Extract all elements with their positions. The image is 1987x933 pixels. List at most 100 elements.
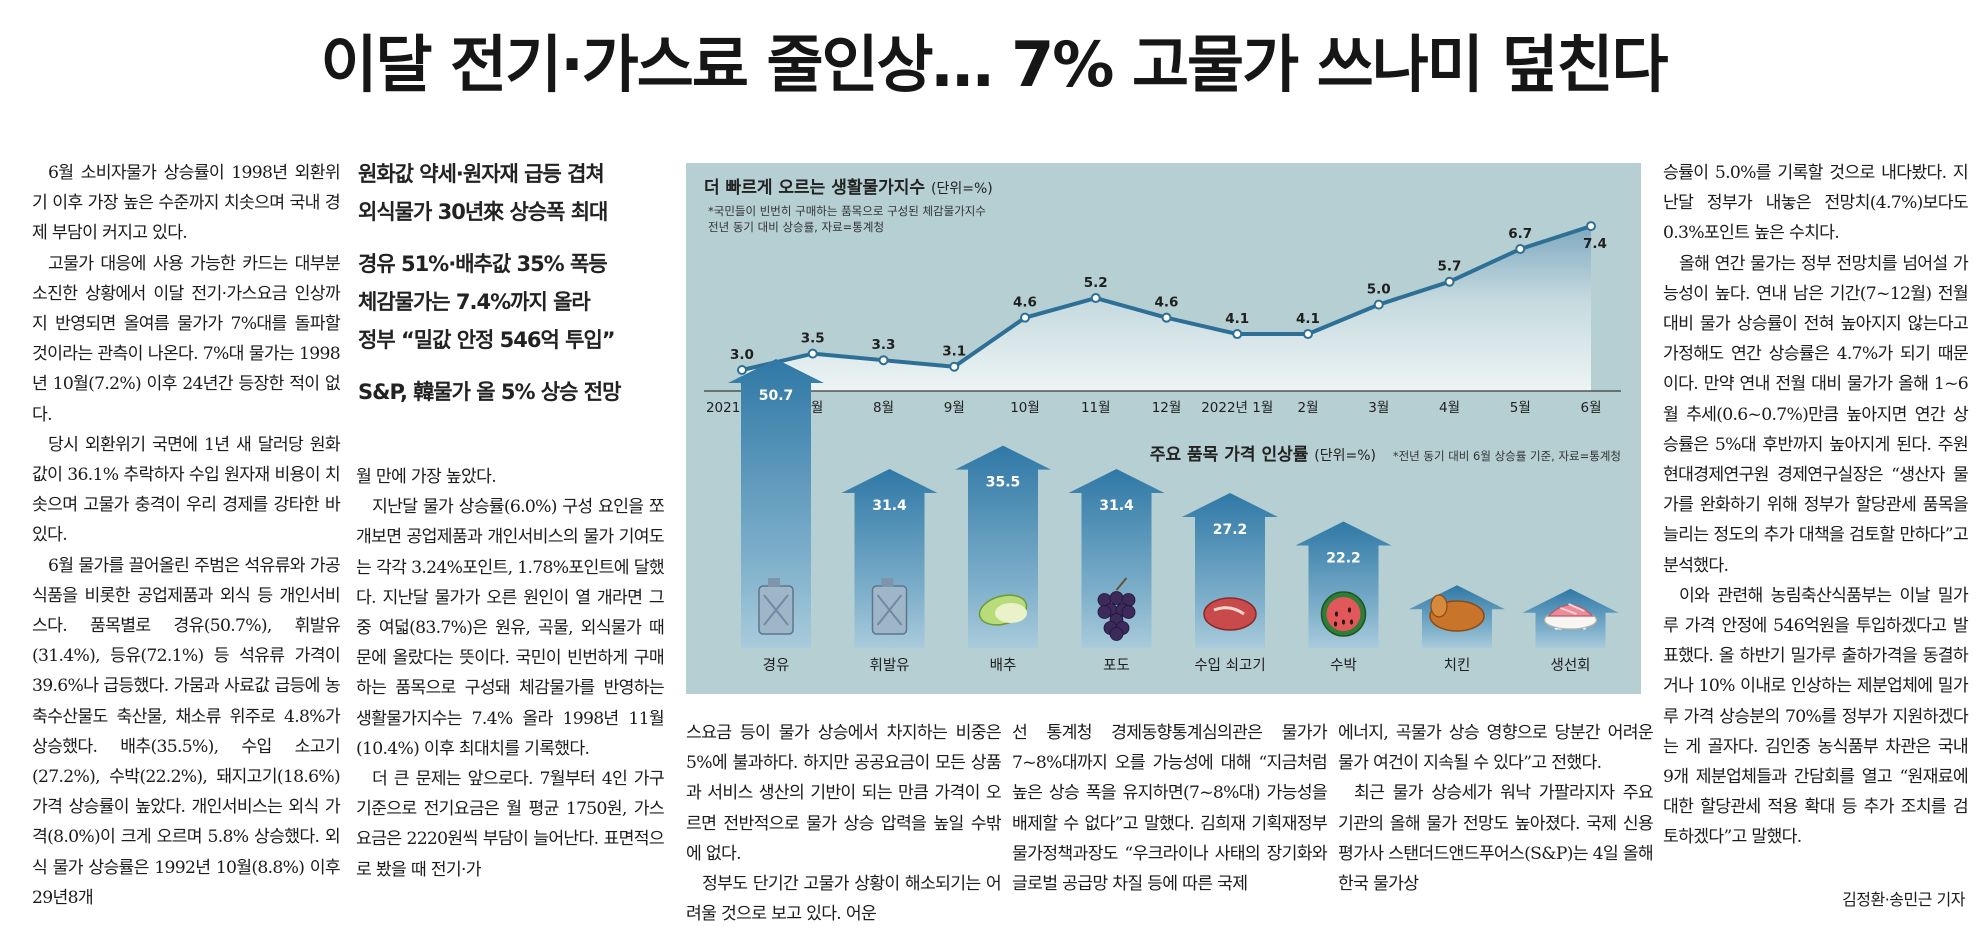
paragraph: 에너지, 곡물가 상승 영향으로 당분간 어려운 물가 여건이 지속될 수 있다… (1338, 723, 1654, 774)
data-label: 7.4 (1583, 236, 1607, 252)
category-label: 수박 (1330, 657, 1357, 674)
subhead: 경유 51%·배추값 35% 폭등 (358, 252, 608, 276)
x-tick-label: 6월 (1580, 400, 1601, 416)
data-point (807, 348, 818, 359)
chart-note: *전년 동기 대비 6월 상승률 기준, 자료=통계청 (1393, 449, 1621, 463)
x-tick-label: 3월 (1368, 400, 1389, 416)
living-price-chart: 더 빠르게 오르는 생활물가지수 (단위=%) *국민들이 빈번히 구매하는 품… (704, 177, 1621, 416)
article-column-6: 승률이 5.0%를 기록할 것으로 내다봤다. 지난달 정부가 내놓은 전망치(… (1663, 158, 1969, 853)
paragraph: 승률이 5.0%를 기록할 것으로 내다봤다. 지난달 정부가 내놓은 전망치(… (1663, 163, 1969, 244)
data-point (878, 355, 889, 366)
beef-icon (1203, 597, 1257, 631)
paragraph: 지난달 물가 상승률(6.0%) 구성 요인을 쪼개보면 공업제품과 개인서비스… (356, 497, 665, 759)
category-label: 생선회 (1550, 657, 1590, 674)
chart-unit: (단위=%) (931, 181, 993, 197)
article-column-4: 선 통계청 경제동향통계심의관은 물가가 7~8%대까지 오를 가능성에 대해 … (1012, 718, 1328, 899)
infographic: 더 빠르게 오르는 생활물가지수 (단위=%) *국민들이 빈번히 구매하는 품… (686, 163, 1641, 694)
data-label: 5.0 (1367, 282, 1391, 298)
data-label: 35.5 (986, 475, 1021, 491)
byline: 김정환·송민근 기자 (1842, 890, 1965, 909)
data-label: 4.1 (1296, 311, 1320, 327)
x-tick-label: 12월 (1152, 400, 1182, 416)
price-arrow (955, 445, 1051, 648)
data-point (1444, 276, 1455, 287)
x-tick-label: 2022년 1월 (1201, 400, 1273, 416)
x-tick-label: 5월 (1510, 400, 1531, 416)
paragraph: 6월 물가를 끌어올린 주범은 석유류와 가공식품을 비롯한 공업제품과 외식 … (32, 555, 341, 908)
paragraph: 스요금 등이 물가 상승에서 차지하는 비중은 5%에 불과하다. 하지만 공공… (686, 723, 1002, 864)
chart-title: 더 빠르게 오르는 생활물가지수 (단위=%) (704, 177, 993, 198)
data-label: 3.0 (730, 347, 754, 363)
data-label: 31.4 (872, 498, 907, 514)
category-label: 휘발유 (869, 657, 909, 674)
watermelon-icon (1320, 591, 1367, 637)
x-tick-label: 10월 (1010, 400, 1040, 416)
data-label: 3.5 (801, 331, 825, 347)
data-label: 50.7 (759, 388, 794, 404)
article-column-1: 6월 소비자물가 상승률이 1998년 외환위기 이후 가장 높은 수준까지 치… (32, 158, 341, 913)
data-label: 5.7 (1438, 259, 1462, 275)
data-label: 6.7 (1508, 226, 1532, 242)
sashimi-icon (1543, 603, 1598, 630)
data-label: 27.2 (1213, 522, 1248, 538)
x-tick-label: 2월 (1297, 400, 1318, 416)
data-point (949, 361, 960, 372)
jerrycan-icon (758, 578, 794, 635)
article-column-3: 스요금 등이 물가 상승에서 차지하는 비중은 5%에 불과하다. 하지만 공공… (686, 718, 1002, 929)
data-label: 31.4 (1099, 498, 1134, 514)
data-point (1020, 312, 1030, 323)
category-label: 포도 (1103, 658, 1130, 674)
chart-note: 전년 동기 대비 상승률, 자료=통계청 (708, 220, 884, 234)
data-point (1090, 293, 1101, 304)
paragraph: 선 통계청 경제동향통계심의관은 물가가 7~8%대까지 오를 가능성에 대해 … (1012, 723, 1328, 895)
paragraph: 고물가 대응에 사용 가능한 카드는 대부분 소진한 상황에서 이달 전기·가스… (32, 253, 341, 425)
paragraph: 당시 외환위기 국면에 1년 새 달러당 원화값이 36.1% 추락하자 수입 … (32, 434, 341, 546)
data-point (1515, 244, 1526, 255)
price-arrow (1295, 521, 1392, 648)
data-point (1586, 221, 1596, 232)
data-label: 3.1 (942, 344, 966, 360)
price-arrow (1068, 469, 1165, 648)
category-label: 수입 쇠고기 (1194, 657, 1265, 674)
data-point (1373, 299, 1384, 310)
article-column-2: 월 만에 가장 높았다. 지난달 물가 상승률(6.0%) 구성 요인을 쪼개보… (356, 462, 665, 885)
subhead: 원화값 약세·원자재 급등 겹쳐 (358, 162, 605, 186)
data-label: 4.1 (1225, 311, 1249, 327)
subhead: S&P, 韓물가 올 5% 상승 전망 (358, 380, 621, 404)
x-tick-label: 11월 (1081, 400, 1111, 416)
paragraph: 더 큰 문제는 앞으로다. 7월부터 4인 가구 기준으로 전기요금은 월 평균… (356, 769, 665, 880)
data-point (1303, 329, 1313, 340)
data-point (737, 365, 747, 375)
price-arrow (728, 359, 824, 648)
x-tick-label: 9월 (944, 400, 965, 416)
chart-unit: (단위=%) (1314, 448, 1376, 464)
subhead: 외식물가 30년來 상승폭 최대 (358, 200, 608, 224)
cabbage-icon (978, 594, 1028, 626)
category-label: 경유 (763, 657, 790, 674)
chart-title: 주요 품목 가격 인상률 (단위=%) (1150, 445, 1376, 465)
x-tick-label: 4월 (1439, 400, 1460, 416)
data-label: 4.6 (1013, 295, 1037, 311)
article-column-5: 에너지, 곡물가 상승 영향으로 당분간 어려운 물가 여건이 지속될 수 있다… (1338, 718, 1654, 899)
headline: 이달 전기·가스료 줄인상… 7% 고물가 쓰나미 덮친다 (320, 28, 1668, 101)
paragraph: 6월 소비자물가 상승률이 1998년 외환위기 이후 가장 높은 수준까지 치… (32, 163, 341, 244)
data-label: 5.2 (1084, 275, 1108, 291)
infographic-svg: 더 빠르게 오르는 생활물가지수 (단위=%) *국민들이 빈번히 구매하는 품… (704, 177, 1621, 674)
grapes-icon (1097, 577, 1136, 641)
category-label: 배추 (990, 657, 1017, 674)
chart-area (742, 226, 1591, 391)
jerrycan-icon (871, 578, 908, 635)
data-point (1161, 312, 1172, 323)
item-price-chart: 주요 품목 가격 인상률 (단위=%) *전년 동기 대비 6월 상승률 기준,… (728, 359, 1621, 674)
x-tick-label: 8월 (873, 400, 894, 416)
paragraph: 정부도 단기간 고물가 상황이 해소되기는 어려울 것으로 보고 있다. 어운 (686, 874, 1002, 925)
price-arrow (841, 469, 938, 648)
paragraph: 월 만에 가장 높았다. (356, 467, 497, 487)
data-label: 3.3 (872, 337, 896, 353)
chicken-icon (1429, 594, 1485, 632)
paragraph: 이와 관련해 농림축산식품부는 이날 밀가루 가격 안정에 546억원을 투입하… (1663, 585, 1969, 848)
paragraph: 최근 물가 상승세가 워낙 가팔라지자 주요 기관의 올해 물가 전망도 높아졌… (1338, 783, 1654, 895)
data-label: 4.6 (1155, 295, 1179, 311)
subhead: 체감물가는 7.4%까지 올라 (358, 290, 591, 314)
chart-note: *국민들이 빈번히 구매하는 품목으로 구성된 체감물가지수 (708, 204, 986, 218)
